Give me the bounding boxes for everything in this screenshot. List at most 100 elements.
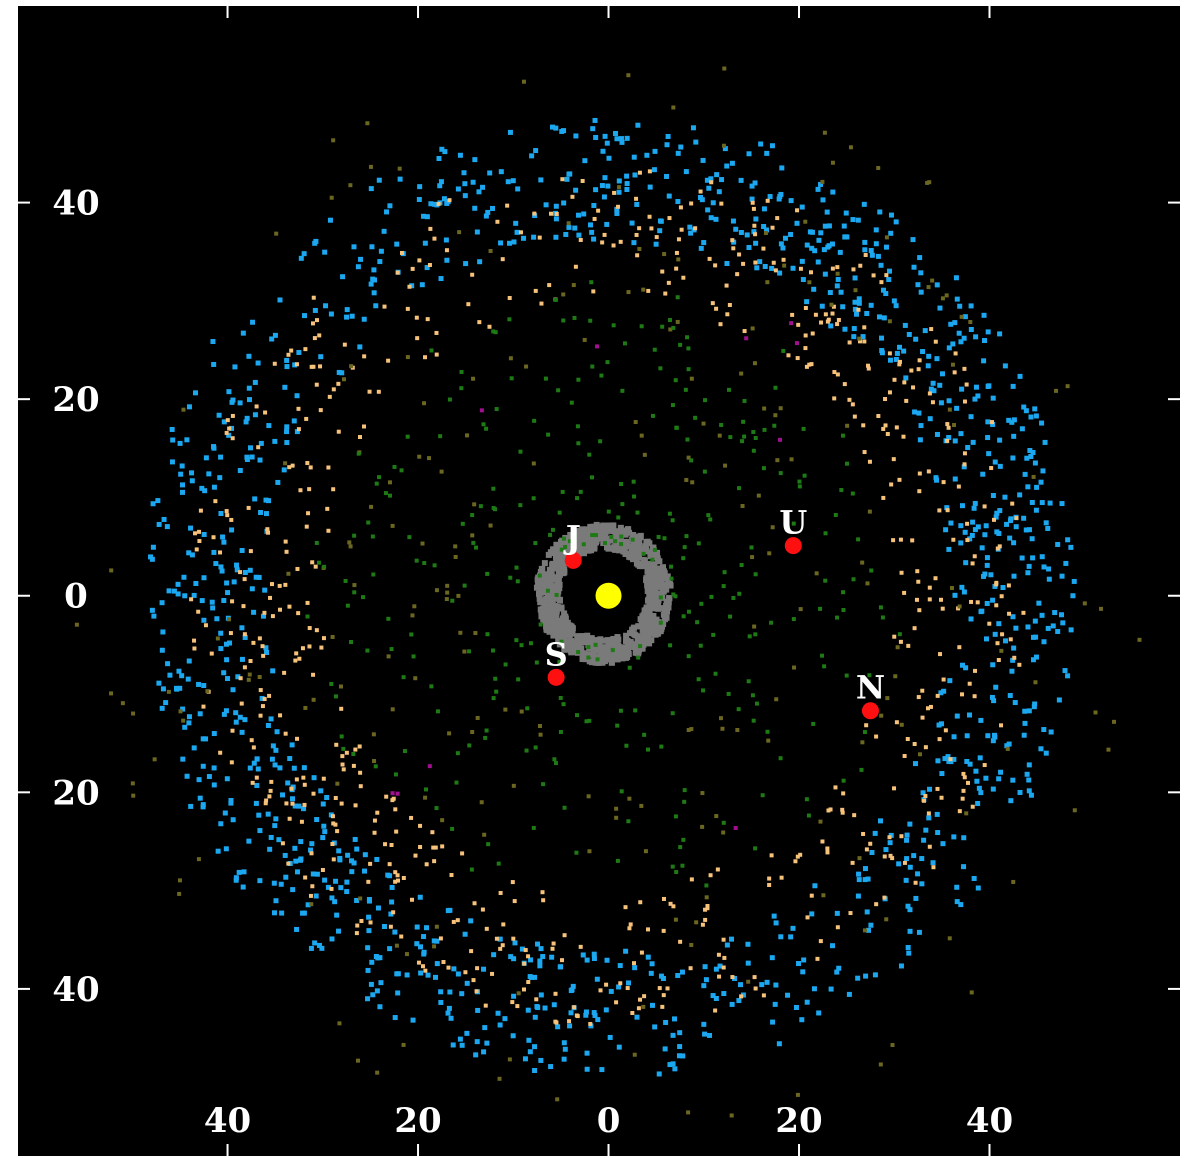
orange-objects-point: [483, 1003, 488, 1008]
orange-objects-point: [923, 745, 928, 750]
olive-objects-point: [531, 461, 536, 466]
blue-objects-point: [916, 410, 922, 416]
blue-objects-point: [221, 711, 227, 717]
orange-objects-point: [194, 547, 199, 552]
orange-objects-point: [227, 426, 232, 431]
blue-objects-point: [920, 790, 926, 796]
blue-objects-point: [980, 471, 986, 477]
orange-objects-point: [899, 570, 904, 575]
green-objects-point: [469, 867, 474, 872]
blue-objects-point: [1011, 433, 1017, 439]
asteroid-belt-speck: [643, 548, 650, 555]
blue-objects-point: [365, 945, 371, 951]
blue-objects-point: [230, 817, 236, 823]
orange-objects-point: [751, 206, 756, 211]
olive-objects-point: [1093, 710, 1098, 715]
orange-objects-point: [666, 280, 671, 285]
blue-objects-point: [881, 315, 887, 321]
blue-objects-point: [852, 299, 858, 305]
blue-objects-point: [851, 326, 857, 332]
blue-objects-point: [959, 503, 965, 509]
blue-objects-point: [593, 134, 599, 140]
orange-objects-point: [742, 329, 747, 334]
blue-objects-point: [349, 313, 355, 319]
green-objects-point: [474, 545, 479, 550]
asteroid-belt-speck: [535, 582, 542, 589]
blue-objects-point: [1059, 612, 1065, 618]
olive-objects-point: [507, 1057, 512, 1062]
asteroid-belt-speck: [559, 632, 566, 639]
blue-objects-point: [229, 425, 235, 431]
green-objects-point: [615, 858, 620, 863]
asteroid-belt-speck: [555, 638, 562, 645]
blue-objects-point: [652, 1024, 658, 1030]
orange-objects-point: [395, 873, 400, 878]
blue-objects-point: [319, 945, 325, 951]
blue-objects-point: [653, 241, 659, 247]
olive-objects-point: [807, 280, 812, 285]
green-objects-point: [341, 746, 346, 751]
orange-objects-point: [933, 339, 938, 344]
blue-objects-point: [211, 731, 217, 737]
blue-objects-point: [186, 720, 192, 726]
green-objects-point: [314, 540, 319, 545]
blue-objects-point: [337, 857, 343, 863]
blue-objects-point: [843, 210, 849, 216]
blue-objects-point: [165, 661, 171, 667]
blue-objects-point: [414, 924, 420, 930]
olive-objects-point: [1065, 384, 1070, 389]
blue-objects-point: [1000, 585, 1006, 591]
blue-objects-point: [804, 299, 810, 305]
green-objects-point: [739, 563, 744, 568]
orange-objects-point: [909, 368, 914, 373]
orange-objects-point: [752, 975, 757, 980]
blue-objects-point: [274, 729, 280, 735]
orange-objects-point: [314, 318, 319, 323]
blue-objects-point: [891, 298, 897, 304]
green-objects-point: [726, 387, 731, 392]
olive-objects-point: [1005, 746, 1010, 751]
blue-objects-point: [788, 934, 794, 940]
asteroid-belt-speck: [645, 627, 652, 634]
orange-objects-point: [716, 952, 721, 957]
blue-objects-point: [939, 771, 945, 777]
blue-objects-point: [828, 323, 834, 329]
asteroid-belt-speck: [573, 536, 580, 543]
blue-objects-point: [782, 235, 788, 241]
blue-objects-point: [1024, 455, 1030, 461]
blue-objects-point: [773, 920, 779, 926]
blue-objects-point: [862, 239, 868, 245]
blue-objects-point: [256, 812, 262, 818]
orange-objects-point: [831, 304, 836, 309]
blue-objects-point: [389, 899, 395, 905]
green-objects-point: [751, 718, 756, 723]
blue-objects-point: [811, 986, 817, 992]
orange-objects-point: [303, 347, 308, 352]
green-objects-point: [493, 676, 498, 681]
blue-objects-point: [373, 303, 379, 309]
orange-objects-point: [310, 884, 315, 889]
blue-objects-point: [1019, 555, 1025, 561]
asteroid-belt-speck: [649, 613, 656, 620]
orange-objects-point: [863, 253, 868, 258]
blue-objects-point: [573, 187, 579, 193]
green-objects-point: [609, 534, 614, 539]
blue-objects-point: [384, 209, 390, 215]
orange-objects-point: [260, 704, 265, 709]
olive-objects-point: [582, 337, 587, 342]
blue-objects-point: [424, 265, 430, 271]
blue-objects-point: [233, 719, 239, 725]
blue-objects-point: [576, 212, 582, 218]
asteroid-belt-speck: [552, 616, 559, 623]
blue-objects-point: [901, 348, 907, 354]
blue-objects-point: [381, 924, 387, 930]
orange-objects-point: [833, 785, 838, 790]
blue-objects-point: [352, 836, 358, 842]
blue-objects-point: [256, 574, 262, 580]
asteroid-belt-speck: [567, 647, 574, 654]
asteroid-belt-speck: [550, 584, 557, 591]
blue-objects-point: [365, 996, 371, 1002]
olive-objects-point: [131, 711, 136, 716]
blue-objects-point: [603, 1007, 609, 1013]
green-objects-point: [490, 648, 495, 653]
